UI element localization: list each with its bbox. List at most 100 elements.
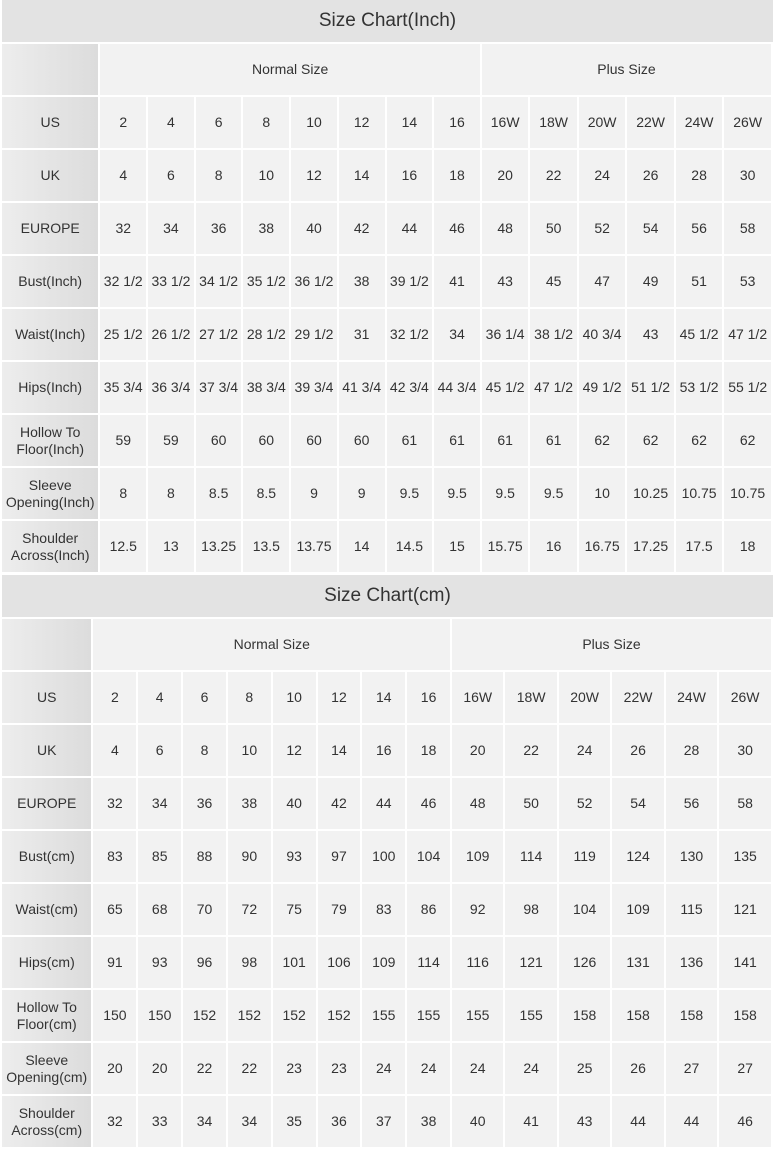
table-cell: 152 [317, 990, 361, 1041]
table-cell: 26W [719, 672, 771, 723]
table-cell: 48 [481, 203, 529, 254]
table-cell: 40 [272, 778, 316, 829]
table-cell: 12.5 [100, 521, 147, 572]
table-cell: 14.5 [386, 521, 433, 572]
table-cell: 40 3/4 [578, 309, 626, 360]
table-cell: 60 [243, 415, 290, 466]
table-cell: 9 [291, 468, 337, 519]
table-cell: 20 [138, 1043, 182, 1094]
table-cell: 9 [338, 468, 385, 519]
table-cell: 24 [451, 1043, 504, 1094]
table-cell: 155 [407, 990, 450, 1041]
table-cell: 26 [627, 150, 674, 201]
table-cell: 58 [719, 778, 771, 829]
table-cell: 18W [530, 97, 577, 148]
table-cell: 36 [317, 1096, 361, 1147]
table-cell: 106 [317, 937, 361, 988]
table-cell: 16 [530, 521, 577, 572]
table-cell: 9.5 [530, 468, 577, 519]
table-row: Hollow To Floor(cm) 150 150 152 152 152 152 155… [2, 990, 771, 1041]
table-cell: 8.5 [243, 468, 290, 519]
table-cell: 40 [291, 203, 337, 254]
table-cell: 22 [530, 150, 577, 201]
table-row: EUROPE 32 34 36 38 40 42 44 46 48 50 52 54 56 58 [2, 778, 771, 829]
table-cell: 8.5 [195, 468, 242, 519]
row-label: US [2, 97, 99, 148]
table-cell: 33 [138, 1096, 182, 1147]
table-row: Hips(Inch) 35 3/4 36 3/4 37 3/4 38 3/4 39 3/4… [2, 362, 771, 413]
table-row: US 2 4 6 8 10 12 14 16 16W 18W 20W 22W 24W 26W [2, 97, 771, 148]
table-cell: 114 [407, 937, 450, 988]
table-cell: 158 [558, 990, 611, 1041]
table-cell: 16W [451, 672, 504, 723]
table-cell: 6 [138, 725, 182, 776]
table-row: Hips(cm) 91 93 96 98 101 106 109 114 116 121 126 131… [2, 937, 771, 988]
table-cell: 14 [386, 97, 433, 148]
table-cell: 6 [195, 97, 242, 148]
table-cell: 52 [578, 203, 626, 254]
table-cell: 24 [578, 150, 626, 201]
table-cell: 50 [505, 778, 557, 829]
table-cell: 152 [183, 990, 226, 1041]
table-cell: 39 3/4 [291, 362, 337, 413]
table-cell: 135 [719, 831, 771, 882]
row-label: Hips(Inch) [2, 362, 99, 413]
table-cell: 26 [612, 1043, 664, 1094]
table-cell: 44 [612, 1096, 664, 1147]
table-cell: 22 [505, 725, 557, 776]
table-cell: 32 1/2 [386, 309, 433, 360]
table-cell: 10 [578, 468, 626, 519]
table-cell: 86 [407, 884, 450, 935]
table-cell: 109 [362, 937, 406, 988]
table-cell: 42 [338, 203, 385, 254]
row-label: UK [2, 725, 92, 776]
table-cell: 34 [227, 1096, 271, 1147]
table-row: Sleeve Opening(cm) 20 20 22 22 23 23 24 24 24 24 25… [2, 1043, 771, 1094]
row-label: Sleeve Opening(Inch) [2, 468, 99, 519]
table-cell: 100 [362, 831, 406, 882]
table-cell: 38 1/2 [530, 309, 577, 360]
table-cell: 34 [434, 309, 480, 360]
row-label: Hollow To Floor(Inch) [2, 415, 99, 466]
table-cell: 24 [407, 1043, 450, 1094]
size-table-inch: Normal Size Plus Size US 2 4 6 8 10 12 14 16 16W 18W… [0, 42, 773, 574]
table-cell: 61 [386, 415, 433, 466]
row-label: US [2, 672, 92, 723]
table-cell: 14 [317, 725, 361, 776]
table-cell: 28 [665, 725, 718, 776]
table-cell: 26 [612, 725, 664, 776]
table-row: Bust(Inch) 32 1/2 33 1/2 34 1/2 35 1/2 36 1/2… [2, 256, 771, 307]
table-cell: 34 [138, 778, 182, 829]
group-header-row: Normal Size Plus Size [2, 44, 771, 95]
normal-size-header: Normal Size [93, 619, 450, 670]
table-cell: 38 3/4 [243, 362, 290, 413]
table-cell: 56 [665, 778, 718, 829]
table-cell: 60 [338, 415, 385, 466]
table-cell: 114 [505, 831, 557, 882]
table-cell: 8 [148, 468, 194, 519]
table-cell: 9.5 [481, 468, 529, 519]
table-cell: 27 [665, 1043, 718, 1094]
group-header-row: Normal Size Plus Size [2, 619, 771, 670]
table-cell: 46 [719, 1096, 771, 1147]
table-cell: 116 [451, 937, 504, 988]
table-cell: 18 [724, 521, 771, 572]
table-cell: 30 [719, 725, 771, 776]
table-cell: 35 [272, 1096, 316, 1147]
table-cell: 28 [675, 150, 723, 201]
table-cell: 41 [434, 256, 480, 307]
table-cell: 46 [434, 203, 480, 254]
table-cell: 8 [243, 97, 290, 148]
table-cell: 8 [183, 725, 226, 776]
table-cell: 43 [558, 1096, 611, 1147]
table-cell: 130 [665, 831, 718, 882]
table-cell: 12 [291, 150, 337, 201]
table-cell: 23 [317, 1043, 361, 1094]
table-cell: 16.75 [578, 521, 626, 572]
table-cell: 98 [505, 884, 557, 935]
table-cell: 51 1/2 [627, 362, 674, 413]
table-cell: 155 [451, 990, 504, 1041]
table-cell: 18W [505, 672, 557, 723]
table-cell: 61 [434, 415, 480, 466]
table-cell: 44 [386, 203, 433, 254]
